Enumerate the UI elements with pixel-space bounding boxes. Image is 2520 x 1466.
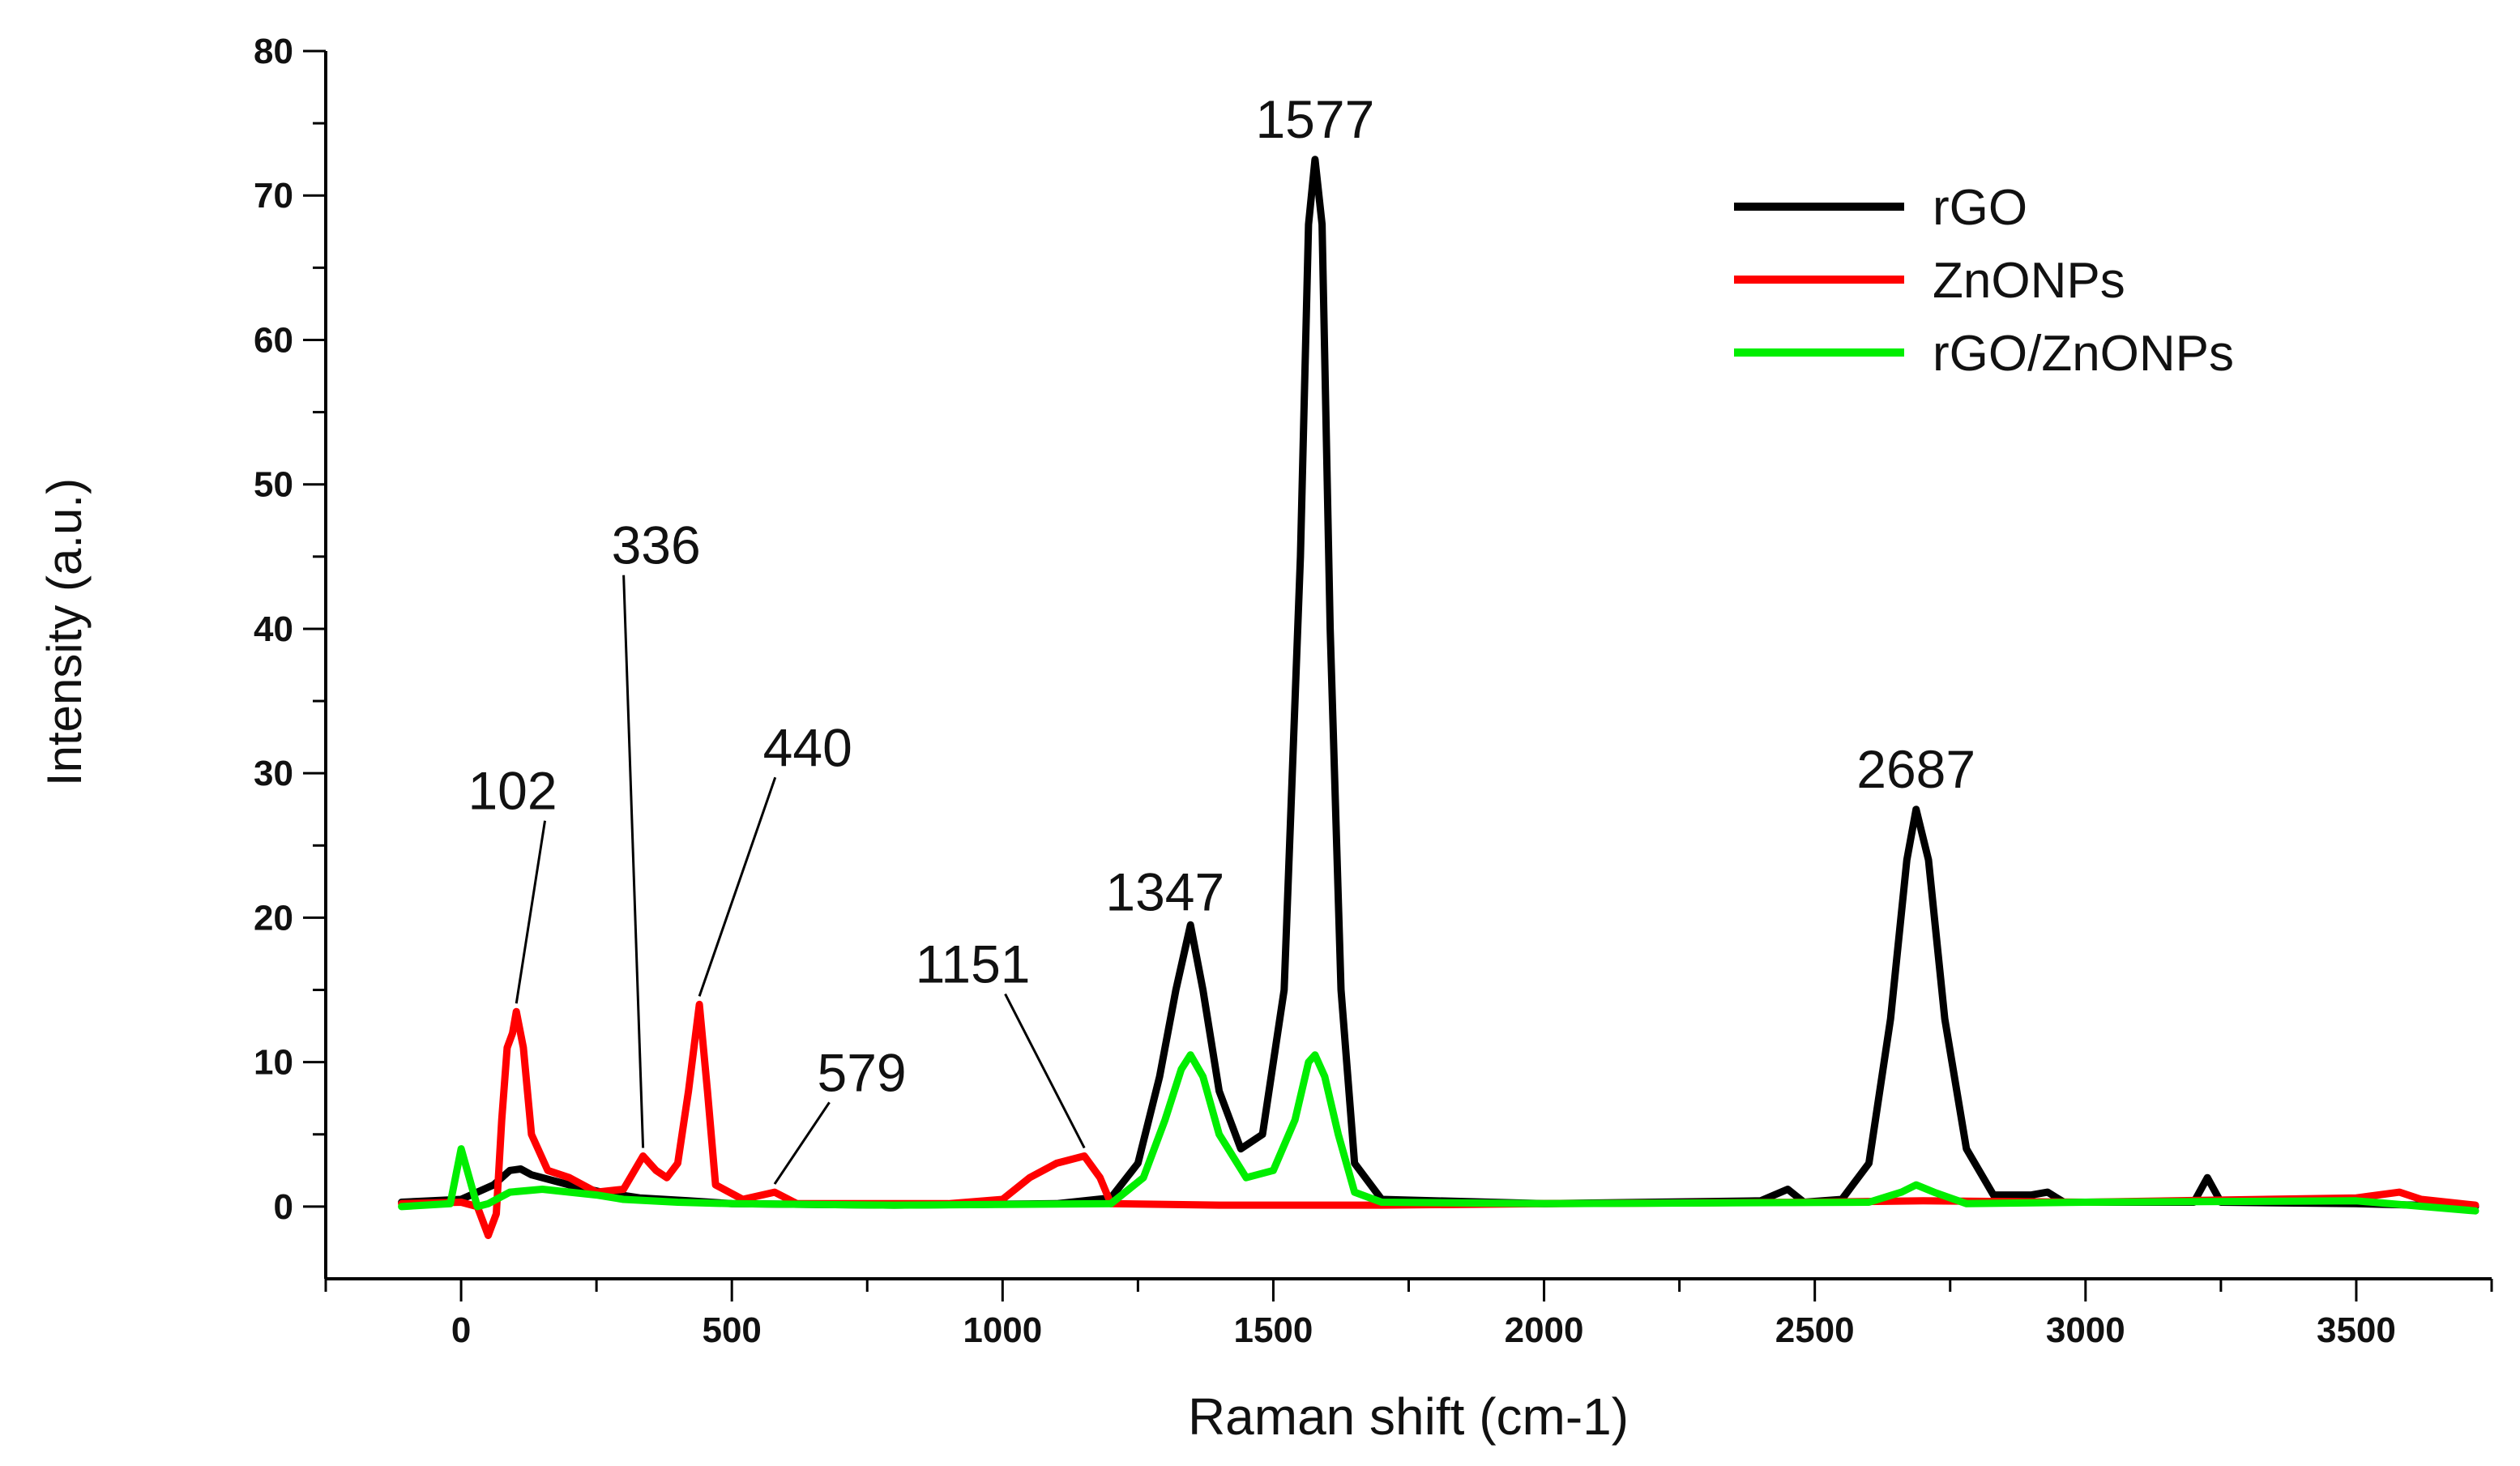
- x-tick-label: 2000: [1505, 1310, 1584, 1350]
- annotation-leader: [773, 1101, 831, 1185]
- series-line-rgo: [398, 156, 2479, 1211]
- x-tick-label: 1500: [1233, 1310, 1313, 1350]
- x-tick-label: 2500: [1775, 1310, 1855, 1350]
- peak-label-1151: 1151: [916, 934, 1031, 994]
- y-tick-label: 70: [254, 176, 293, 216]
- series-lines: [398, 156, 2479, 1239]
- y-tick-label: 10: [254, 1043, 293, 1083]
- legend-label: ZnONPs: [1933, 253, 2125, 309]
- peak-label-2687: 2687: [1856, 739, 1975, 799]
- y-axis-title: Intensity (a.u.): [37, 478, 92, 786]
- legend-label: rGO: [1933, 180, 2027, 236]
- annotation-leader: [698, 776, 777, 997]
- annotation-leader: [515, 820, 547, 1004]
- peak-label-1347: 1347: [1105, 862, 1224, 922]
- x-axis-title: Raman shift (cm-1): [1188, 1387, 1629, 1446]
- y-tick-label: 20: [254, 898, 293, 938]
- y-tick-label: 0: [274, 1187, 293, 1227]
- legend: rGO ZnONPs rGO/ZnONPs: [1734, 180, 2234, 382]
- y-tick-label: 30: [254, 754, 293, 793]
- axes: 0 10 20 30 40 50 60 70 80 0 500 1000 1500 2000 2500 300…: [254, 32, 2493, 1350]
- legend-label: rGO/ZnONPs: [1933, 326, 2234, 382]
- annotation-leader: [622, 575, 645, 1148]
- peak-label-102: 102: [468, 761, 557, 821]
- annotation-leader: [1004, 993, 1086, 1149]
- x-tick-label: 1000: [963, 1310, 1042, 1350]
- peak-label-1577: 1577: [1255, 89, 1374, 149]
- peak-label-440: 440: [763, 717, 852, 777]
- x-tick-label: 3500: [2317, 1310, 2396, 1350]
- series-line-rgo-znonps: [398, 1051, 2479, 1215]
- x-tick-label: 3000: [2046, 1310, 2125, 1350]
- y-tick-label: 80: [254, 32, 293, 71]
- x-tick-label: 0: [451, 1310, 471, 1350]
- peak-label-579: 579: [818, 1042, 907, 1102]
- peak-label-336: 336: [612, 515, 701, 575]
- y-tick-label: 60: [254, 320, 293, 360]
- y-tick-label: 40: [254, 609, 293, 649]
- y-tick-label: 50: [254, 465, 293, 505]
- x-tick-label: 500: [702, 1310, 761, 1350]
